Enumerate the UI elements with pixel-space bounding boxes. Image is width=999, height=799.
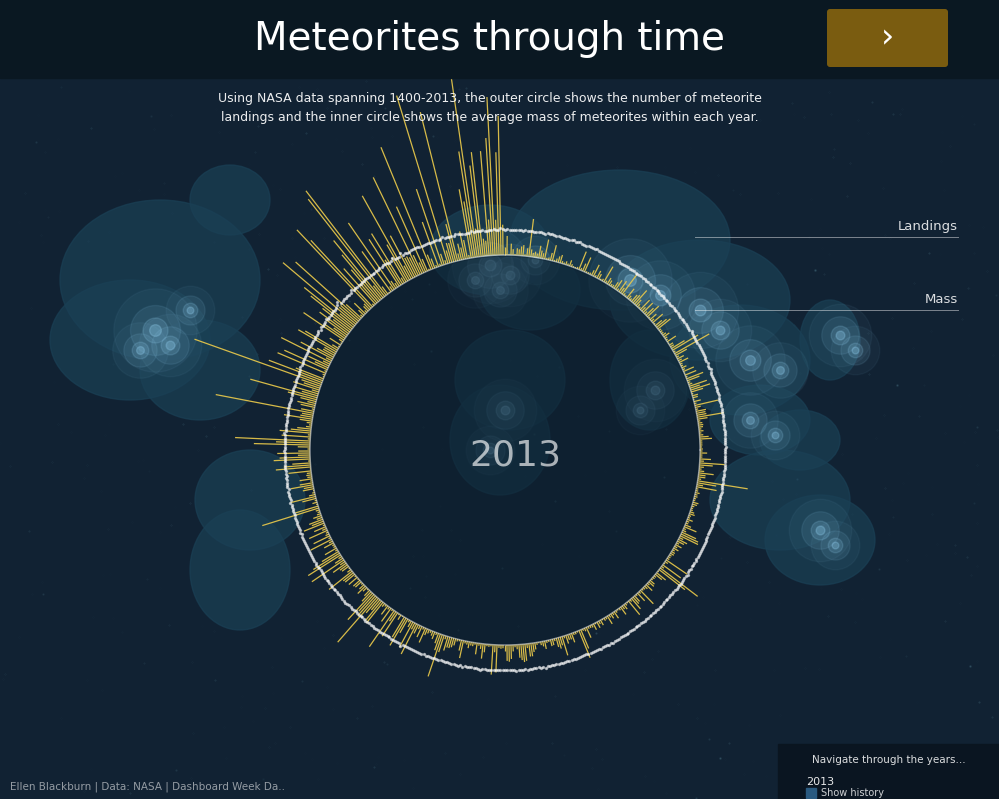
Ellipse shape <box>800 300 860 380</box>
Ellipse shape <box>610 330 690 430</box>
FancyBboxPatch shape <box>827 9 948 67</box>
Ellipse shape <box>450 385 550 495</box>
Ellipse shape <box>480 250 580 330</box>
Ellipse shape <box>710 385 810 455</box>
Ellipse shape <box>760 410 840 470</box>
Ellipse shape <box>195 450 305 550</box>
Text: ›: › <box>881 22 894 54</box>
Ellipse shape <box>430 205 550 295</box>
Ellipse shape <box>510 170 730 310</box>
Text: Ellen Blackburn | Data: NASA | Dashboard Week Da..: Ellen Blackburn | Data: NASA | Dashboard… <box>10 781 285 793</box>
Text: Using NASA data spanning 1400-2013, the outer circle shows the number of meteori: Using NASA data spanning 1400-2013, the … <box>218 92 761 124</box>
Ellipse shape <box>765 495 875 585</box>
Bar <box>806 788 816 798</box>
Ellipse shape <box>190 165 270 235</box>
Text: 2013: 2013 <box>806 777 834 787</box>
Text: Navigate through the years...: Navigate through the years... <box>811 755 965 765</box>
Circle shape <box>311 256 699 644</box>
Ellipse shape <box>140 320 260 420</box>
Text: 2013: 2013 <box>469 438 561 472</box>
Text: Mass: Mass <box>925 293 958 306</box>
Ellipse shape <box>455 330 565 430</box>
Text: Landings: Landings <box>898 220 958 233</box>
Bar <box>778 744 999 799</box>
Text: Meteorites through time: Meteorites through time <box>254 20 725 58</box>
Ellipse shape <box>710 450 850 550</box>
Bar <box>0 0 999 78</box>
Ellipse shape <box>670 305 810 415</box>
Ellipse shape <box>50 280 210 400</box>
Ellipse shape <box>60 200 260 360</box>
Text: Show history: Show history <box>821 788 884 798</box>
Ellipse shape <box>610 240 790 360</box>
Ellipse shape <box>190 510 290 630</box>
